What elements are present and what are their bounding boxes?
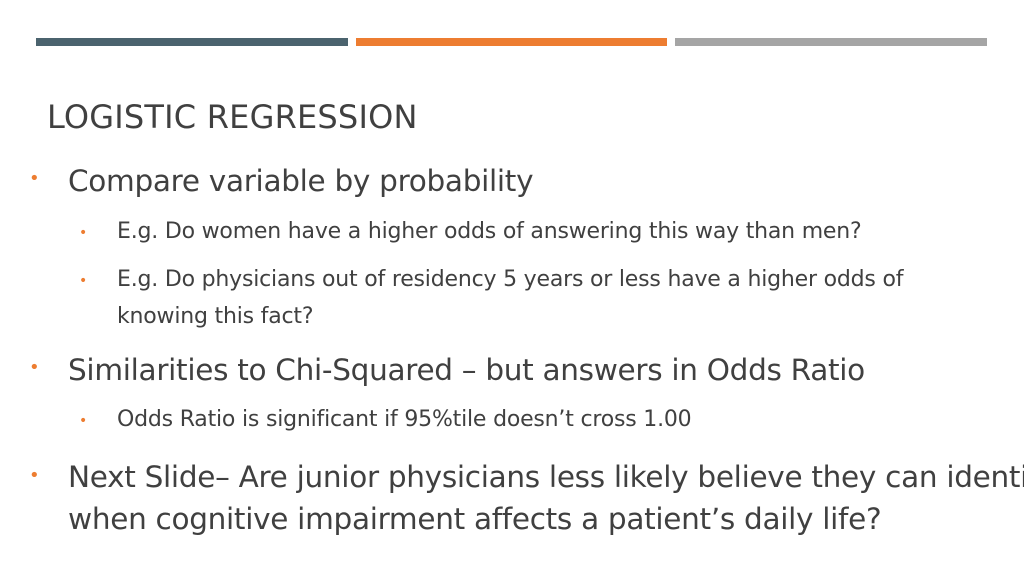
bullet-icon: • <box>79 273 88 289</box>
bullet-text: Similarities to Chi-Squared – but answer… <box>68 353 865 387</box>
slide-title: Logistic Regression <box>47 98 418 136</box>
accent-bar-left <box>36 38 348 46</box>
bullet-icon: • <box>79 225 88 241</box>
bullet-icon: • <box>79 413 88 429</box>
bullet-text-line1: Next Slide– Are junior physicians less l… <box>68 460 1024 494</box>
bullet-text-line1: E.g. Do physicians out of residency 5 ye… <box>117 267 904 292</box>
bullet-text-line2: knowing this fact? <box>117 304 314 329</box>
bullet-text-line2: when cognitive impairment affects a pati… <box>68 502 882 536</box>
bullet-text: Odds Ratio is significant if 95%tile doe… <box>117 407 692 432</box>
bullet-text: E.g. Do women have a higher odds of answ… <box>117 219 862 244</box>
bullet-text: Compare variable by probability <box>68 164 534 198</box>
header-accent-bars <box>36 38 987 46</box>
bullet-icon: • <box>29 168 40 189</box>
accent-bar-right <box>675 38 987 46</box>
accent-bar-middle <box>356 38 667 46</box>
bullet-icon: • <box>29 357 40 378</box>
bullet-icon: • <box>29 465 40 486</box>
